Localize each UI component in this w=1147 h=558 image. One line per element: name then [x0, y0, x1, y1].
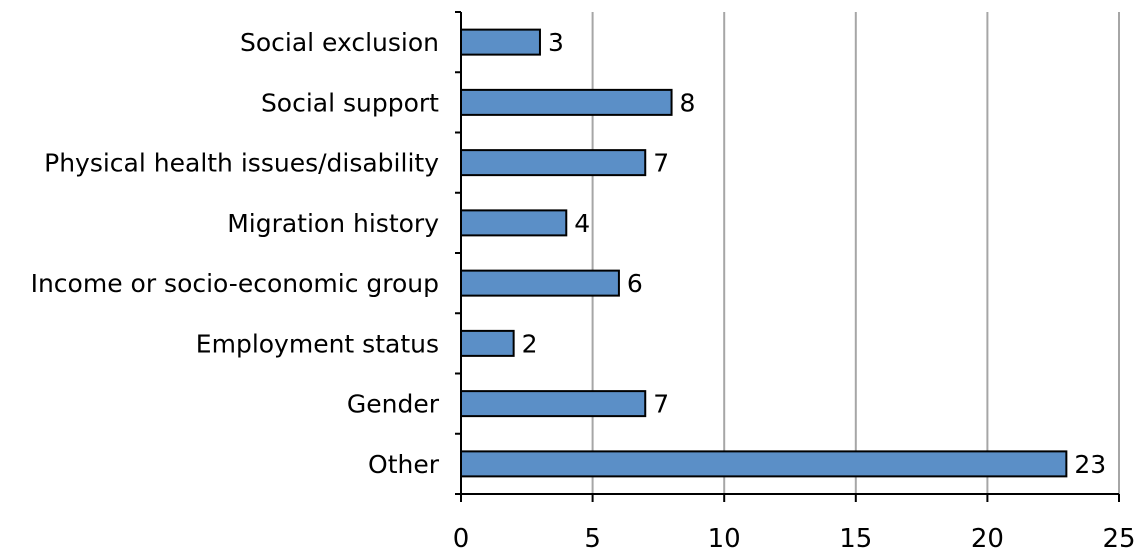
x-tick-label-25: 25: [1102, 524, 1135, 554]
data-label-5: 2: [522, 329, 538, 358]
category-label-0: Social exclusion: [240, 28, 439, 57]
bar-7: [460, 450, 1068, 478]
bar-5: [460, 329, 515, 357]
bar-1: [460, 88, 673, 116]
data-label-4: 6: [627, 269, 643, 298]
bar-0: [460, 28, 541, 56]
category-label-5: Employment status: [196, 329, 439, 358]
data-label-0: 3: [548, 28, 564, 57]
category-label-6: Gender: [347, 390, 440, 419]
gridlines: [591, 12, 1120, 494]
x-tick-label-0: 0: [453, 524, 470, 554]
x-tick-label-15: 15: [839, 524, 872, 554]
data-label-2: 7: [653, 149, 669, 178]
axes: [455, 11, 1120, 502]
bar-4: [460, 269, 620, 297]
category-label-4: Income or socio-economic group: [31, 269, 439, 298]
labels: 3 Social exclusion 8 Social support 7 Physica…: [31, 28, 1136, 554]
data-label-3: 4: [574, 209, 590, 238]
data-label-6: 7: [653, 390, 669, 419]
bar-6: [460, 390, 647, 418]
category-label-2: Physical health issues/disability: [44, 149, 439, 178]
data-label-1: 8: [680, 88, 696, 117]
data-label-7: 23: [1074, 450, 1106, 479]
bar-3: [460, 209, 568, 237]
x-tick-label-10: 10: [708, 524, 741, 554]
bar-2: [460, 149, 647, 177]
bars: [460, 28, 1068, 478]
x-tick-label-5: 5: [584, 524, 601, 554]
category-label-1: Social support: [261, 88, 439, 117]
category-label-3: Migration history: [227, 209, 439, 238]
x-tick-label-20: 20: [971, 524, 1004, 554]
category-label-7: Other: [368, 450, 440, 479]
